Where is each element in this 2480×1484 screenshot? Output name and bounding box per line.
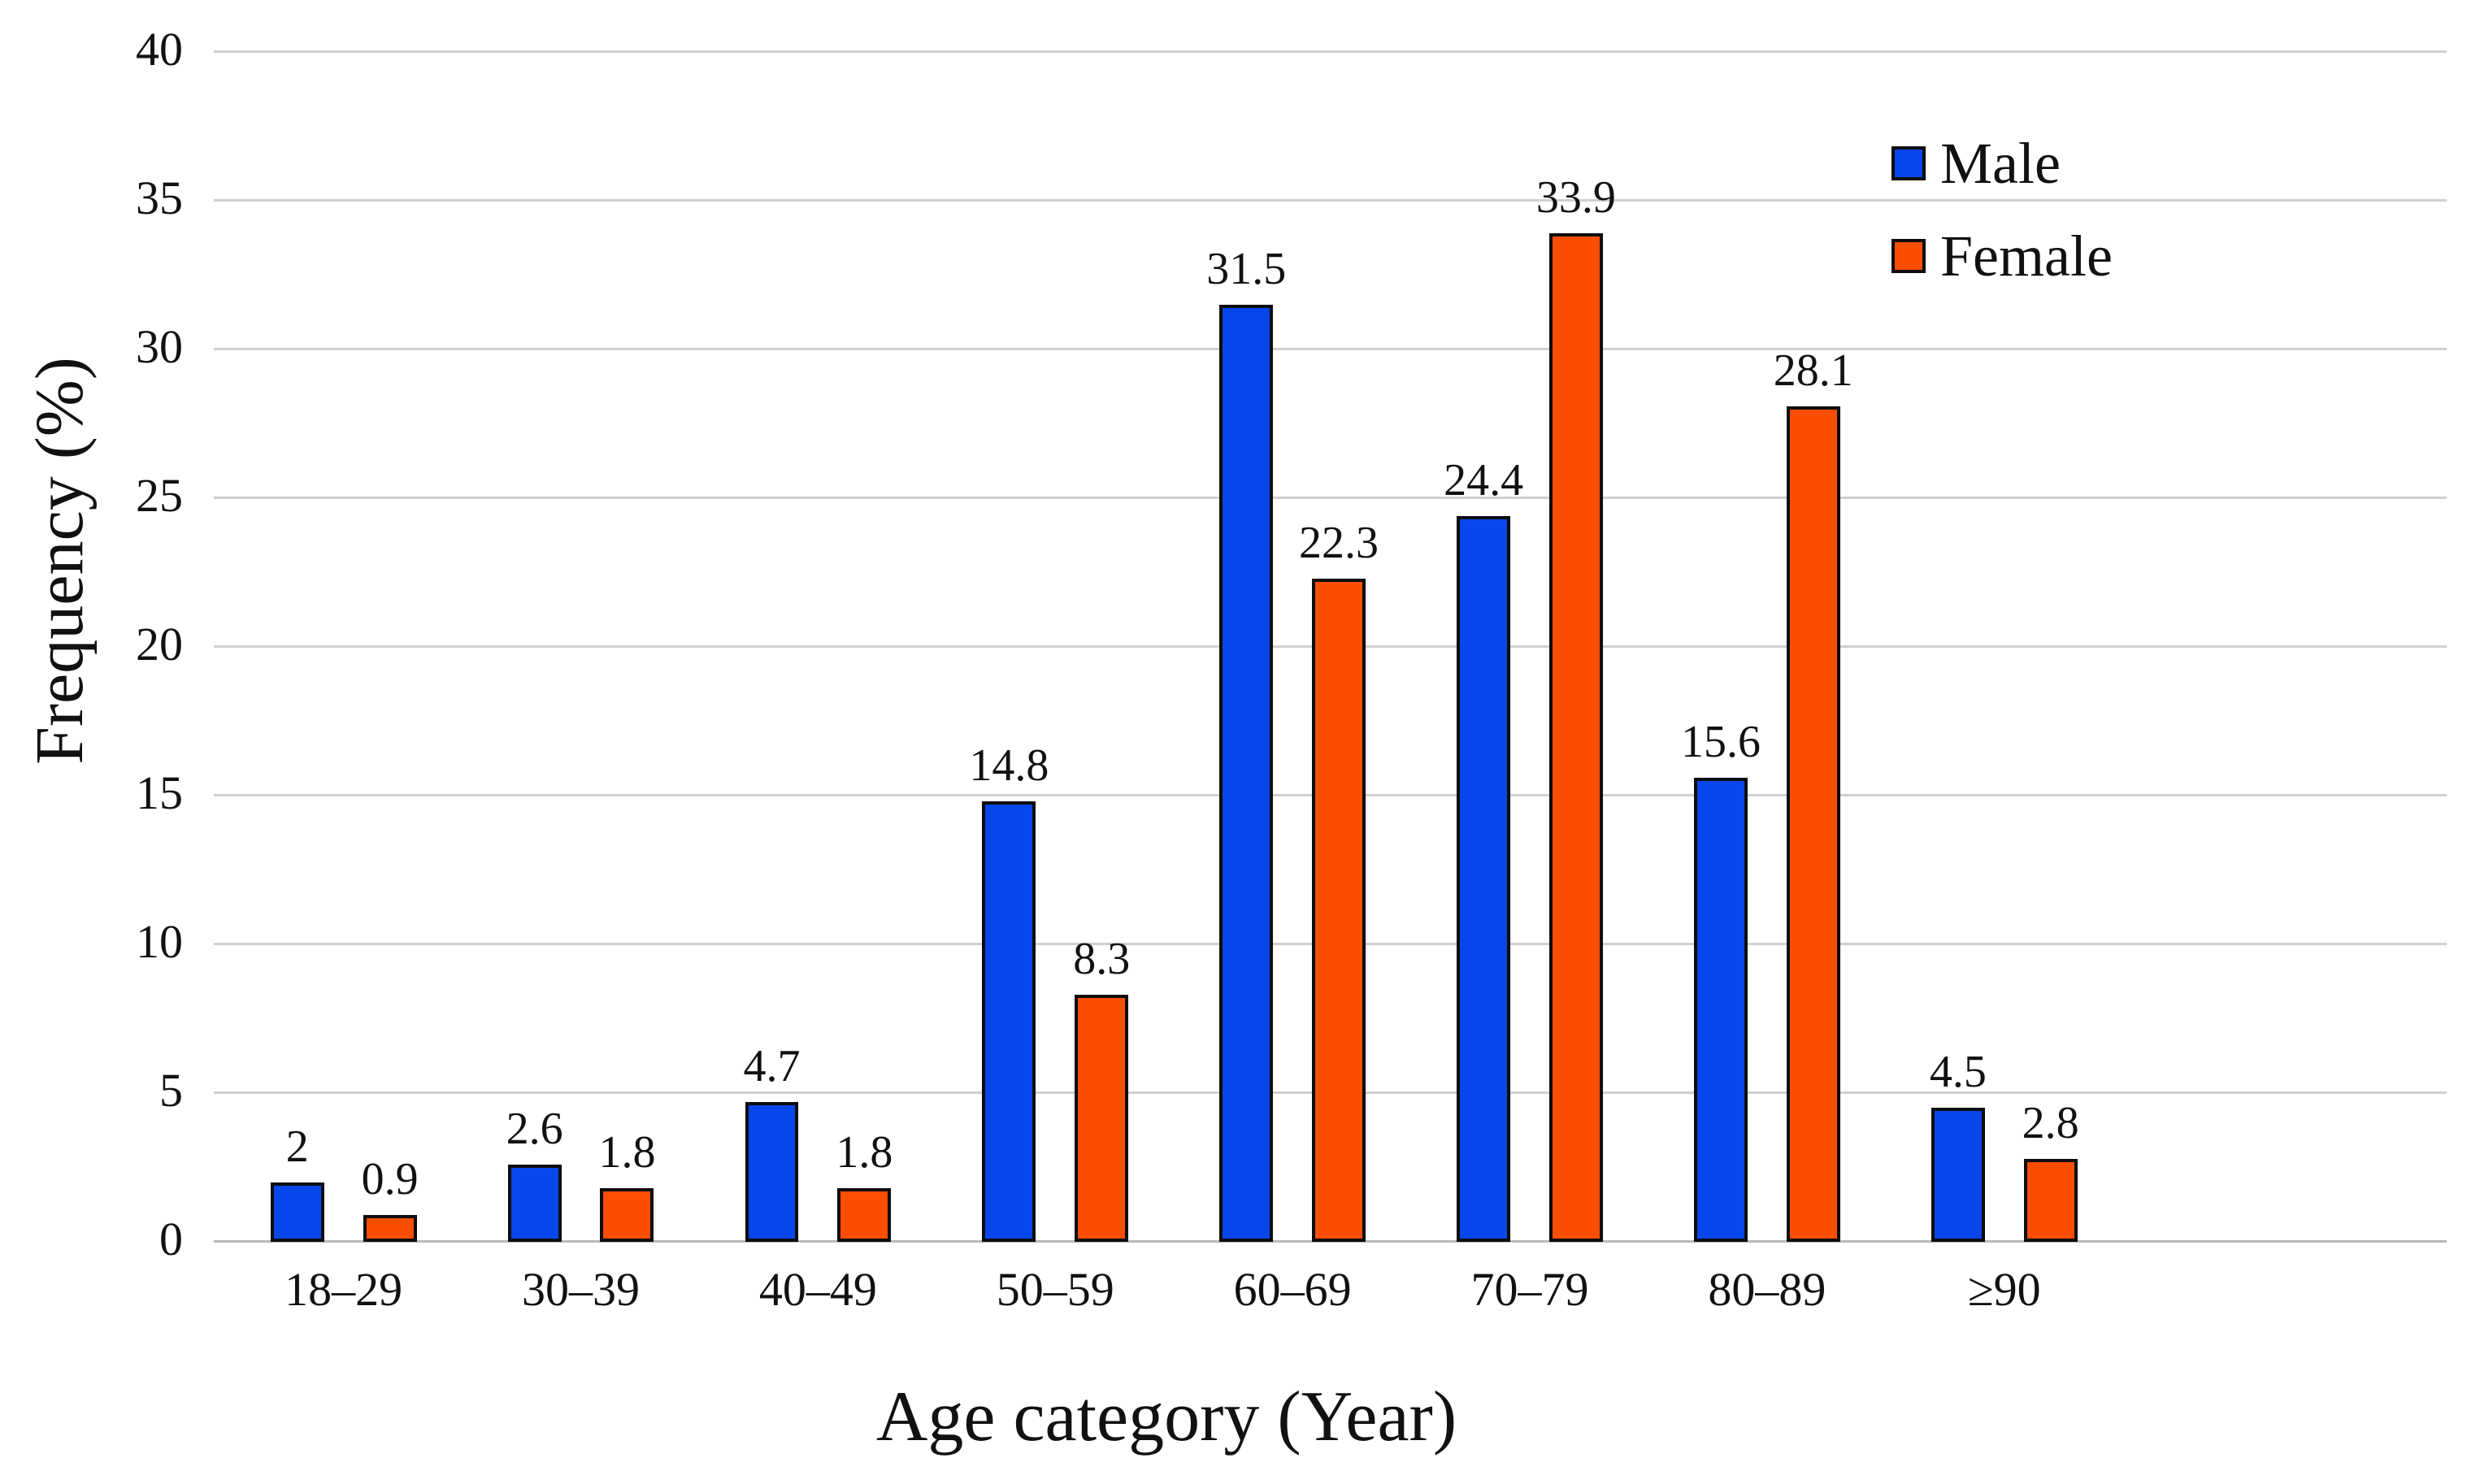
x-tick-label: ≥90 [1967, 1263, 2041, 1316]
bar-value-label: 31.5 [1206, 244, 1287, 295]
bar-value-label: 1.8 [598, 1127, 656, 1178]
bar-male-7 [1693, 778, 1748, 1242]
bar-male-4 [982, 801, 1036, 1242]
legend-label-male: Male [1940, 131, 2061, 196]
bar-value-label: 28.1 [1773, 345, 1853, 396]
bar-female-3 [837, 1188, 892, 1242]
y-tick-label: 20 [136, 618, 183, 671]
y-tick-label: 10 [136, 915, 183, 969]
bar-value-label: 1.8 [836, 1127, 893, 1178]
y-tick-label: 30 [136, 320, 183, 374]
bar-value-label: 2.8 [2022, 1097, 2079, 1148]
bar-value-label: 2 [285, 1121, 309, 1172]
legend: Male Female [1891, 134, 2113, 319]
bar-value-label: 15.6 [1680, 717, 1761, 768]
x-tick-label: 80–89 [1708, 1263, 1826, 1316]
bar-female-8 [2023, 1158, 2078, 1242]
gridline [214, 497, 2447, 499]
bar-value-label: 4.5 [1929, 1047, 1987, 1098]
x-tick-label: 30–39 [522, 1263, 641, 1316]
gridline [214, 199, 2447, 202]
bar-female-4 [1075, 995, 1129, 1242]
bar-female-2 [600, 1188, 654, 1242]
bar-male-5 [1219, 305, 1274, 1242]
bar-value-label: 14.8 [969, 740, 1049, 792]
y-tick-label: 25 [136, 469, 183, 523]
bar-male-2 [507, 1164, 562, 1242]
gridline [214, 50, 2447, 53]
female-color-swatch-icon [1891, 239, 1926, 273]
bar-male-1 [270, 1182, 324, 1242]
legend-item-female: Female [1891, 227, 2113, 285]
bar-value-label: 4.7 [743, 1040, 801, 1091]
bar-value-label: 24.4 [1444, 454, 1524, 506]
y-tick-label: 35 [136, 171, 183, 225]
bar-female-5 [1312, 578, 1366, 1242]
x-tick-label: 70–79 [1470, 1263, 1589, 1316]
bar-female-6 [1548, 233, 1603, 1242]
bar-value-label: 33.9 [1535, 172, 1616, 223]
bar-female-1 [363, 1215, 417, 1242]
legend-label-female: Female [1940, 223, 2113, 289]
bar-male-6 [1457, 515, 1511, 1242]
bar-value-label: 2.6 [506, 1103, 563, 1154]
y-tick-label: 15 [136, 766, 183, 820]
y-axis-tick-labels: 0 5 10 15 20 25 30 35 40 [0, 26, 183, 1263]
bar-value-label: 8.3 [1073, 934, 1131, 985]
x-tick-label: 50–59 [996, 1263, 1114, 1316]
x-tick-label: 18–29 [284, 1263, 403, 1316]
legend-item-male: Male [1891, 134, 2113, 193]
bar-female-7 [1786, 406, 1840, 1242]
male-color-swatch-icon [1891, 146, 1926, 180]
y-tick-label: 5 [159, 1064, 183, 1117]
y-tick-label: 40 [136, 23, 183, 76]
bar-value-label: 0.9 [361, 1154, 419, 1205]
x-tick-label: 40–49 [758, 1263, 877, 1316]
bar-male-8 [1931, 1108, 1985, 1242]
x-tick-label: 60–69 [1233, 1263, 1352, 1316]
bar-male-3 [745, 1101, 799, 1242]
x-axis-title: Age category (Year) [875, 1378, 1457, 1456]
y-tick-label: 0 [159, 1213, 183, 1266]
gridline [214, 348, 2447, 350]
bar-value-label: 22.3 [1299, 517, 1379, 568]
plot-area: 2 0.9 18–29 2.6 1.8 30–39 4.7 1.8 40–49 14.8 8.3 50… [214, 50, 2447, 1313]
